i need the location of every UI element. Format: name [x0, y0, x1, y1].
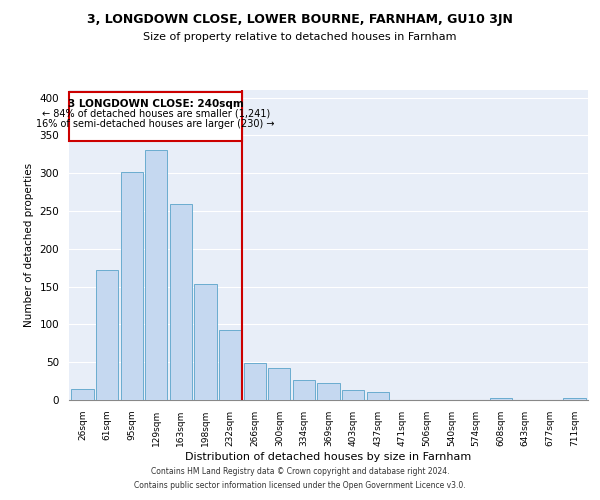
- Text: 3, LONGDOWN CLOSE, LOWER BOURNE, FARNHAM, GU10 3JN: 3, LONGDOWN CLOSE, LOWER BOURNE, FARNHAM…: [87, 12, 513, 26]
- Bar: [121, 172, 143, 400]
- Text: ← 84% of detached houses are smaller (1,241): ← 84% of detached houses are smaller (1,…: [41, 109, 270, 119]
- Bar: [145, 150, 167, 400]
- Text: 16% of semi-detached houses are larger (230) →: 16% of semi-detached houses are larger (…: [37, 118, 275, 128]
- Bar: [293, 380, 315, 400]
- FancyBboxPatch shape: [69, 92, 242, 142]
- Bar: [244, 363, 266, 400]
- Bar: [490, 398, 512, 400]
- Text: Size of property relative to detached houses in Farnham: Size of property relative to detached ho…: [143, 32, 457, 42]
- Text: Contains HM Land Registry data © Crown copyright and database right 2024.: Contains HM Land Registry data © Crown c…: [151, 467, 449, 476]
- Bar: [219, 330, 241, 400]
- Bar: [71, 388, 94, 400]
- Bar: [563, 398, 586, 400]
- Bar: [367, 392, 389, 400]
- X-axis label: Distribution of detached houses by size in Farnham: Distribution of detached houses by size …: [185, 452, 472, 462]
- Y-axis label: Number of detached properties: Number of detached properties: [24, 163, 34, 327]
- Bar: [194, 284, 217, 400]
- Bar: [317, 384, 340, 400]
- Bar: [170, 204, 192, 400]
- Bar: [268, 368, 290, 400]
- Text: 3 LONGDOWN CLOSE: 240sqm: 3 LONGDOWN CLOSE: 240sqm: [68, 99, 244, 109]
- Text: Contains public sector information licensed under the Open Government Licence v3: Contains public sector information licen…: [134, 481, 466, 490]
- Bar: [96, 270, 118, 400]
- Bar: [342, 390, 364, 400]
